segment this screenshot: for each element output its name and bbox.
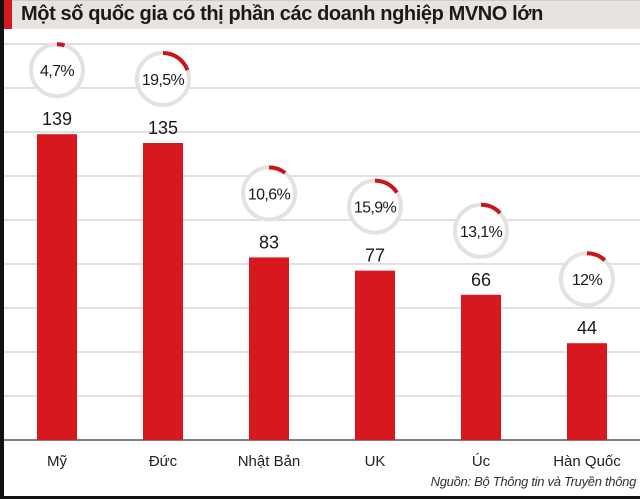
share-label: 10,6% bbox=[248, 186, 291, 203]
share-gauges: 4,7% 19,5% 10,6% 15,9% 13,1% 12% bbox=[29, 42, 615, 308]
gauge-track bbox=[29, 42, 85, 99]
gauge-arc bbox=[268, 165, 287, 175]
gauge-arc bbox=[586, 251, 607, 262]
category-label: Úc bbox=[472, 453, 491, 470]
category-label: Đức bbox=[149, 453, 178, 470]
bar-value-label: 135 bbox=[148, 118, 178, 138]
bottom-border bbox=[0, 496, 640, 499]
bar bbox=[567, 343, 607, 440]
bar bbox=[249, 257, 289, 440]
bar bbox=[461, 294, 501, 440]
category-label: UK bbox=[365, 453, 386, 470]
bars bbox=[37, 134, 607, 440]
gauge-arc bbox=[162, 51, 190, 71]
gauge-arc bbox=[374, 178, 399, 194]
share-label: 13,1% bbox=[460, 224, 503, 241]
share-label: 15,9% bbox=[354, 200, 397, 217]
bar-value-label: 139 bbox=[42, 109, 72, 129]
title-accent bbox=[4, 0, 12, 29]
share-label: 4,7% bbox=[40, 63, 74, 80]
category-label: Nhật Bản bbox=[238, 453, 301, 470]
source-note: Nguồn: Bộ Thông tin và Truyền thông bbox=[430, 474, 637, 489]
bar-value-label: 66 bbox=[471, 270, 491, 290]
gauge-arc bbox=[480, 202, 502, 215]
gridlines bbox=[4, 43, 640, 441]
category-label: Hàn Quốc bbox=[553, 453, 621, 470]
chart-title: Một số quốc gia có thị phần các doanh ng… bbox=[21, 3, 543, 25]
bar bbox=[143, 143, 183, 440]
category-labels: Mỹ Đức Nhật Bản UK Úc Hàn Quốc bbox=[47, 453, 621, 470]
bar bbox=[37, 134, 77, 440]
bar-value-label: 83 bbox=[259, 232, 279, 252]
bar-value-label: 44 bbox=[577, 318, 597, 338]
bar-value-label: 77 bbox=[365, 246, 385, 266]
category-label: Mỹ bbox=[47, 453, 67, 470]
share-label: 19,5% bbox=[142, 72, 185, 89]
bar bbox=[355, 270, 395, 440]
title-bar bbox=[0, 0, 640, 29]
left-border bbox=[0, 0, 4, 499]
value-labels: 139 135 83 77 66 44 bbox=[42, 109, 597, 338]
share-label: 12% bbox=[572, 272, 603, 289]
gauge-arc bbox=[56, 42, 66, 48]
